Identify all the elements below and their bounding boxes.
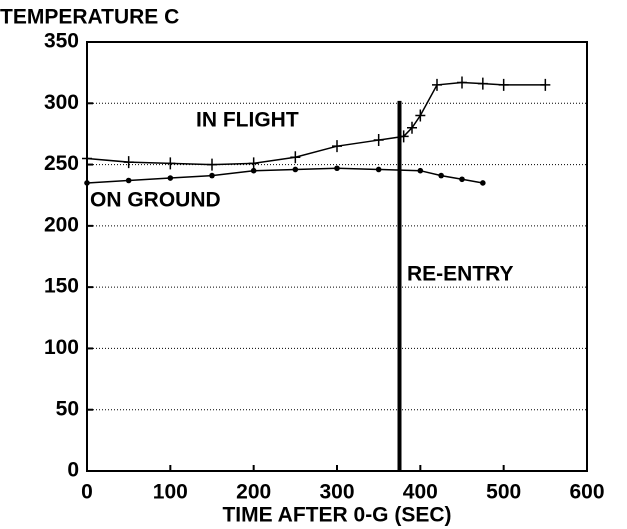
x-tick-label: 600 [569,481,604,504]
point [248,157,259,170]
point [207,158,217,171]
point [432,78,442,91]
point [165,157,176,170]
point [459,176,465,183]
point [438,172,444,179]
point [209,172,215,179]
plot-frame [86,41,588,472]
y-tick-label: 50 [56,397,79,420]
point [84,180,90,186]
x-axis-label: TIME AFTER 0-G (SEC) [222,504,451,527]
annotation: ON GROUND [90,189,221,212]
point [417,167,424,174]
point [167,175,174,181]
x-tick-label: 0 [81,481,93,504]
point [375,166,382,173]
x-tick-label: 500 [486,481,521,504]
annotation: IN FLIGHT [196,109,299,132]
point [334,165,340,172]
annotation: RE-ENTRY [407,263,514,286]
series-line [86,167,483,184]
point [457,76,467,89]
point [125,177,132,184]
y-tick-label: 300 [44,91,79,114]
y-tick-label: 350 [44,30,79,53]
point [398,130,409,143]
y-tick-label: 200 [44,213,79,236]
x-tick-label: 400 [403,481,438,504]
point [373,134,384,147]
point [480,180,486,186]
point [407,121,417,134]
point [415,109,426,122]
x-tick-label: 100 [153,481,188,504]
point [292,166,299,173]
point [477,77,488,90]
point [332,140,342,153]
point [82,152,92,165]
x-tick-label: 300 [319,481,354,504]
x-tick-label: 200 [236,481,271,504]
y-tick-label: 150 [44,275,79,298]
y-tick-label: 100 [44,336,79,359]
chart-title: TEMPERATURE C [0,6,179,29]
point [498,78,509,91]
series-line [86,81,546,166]
y-tick-label: 250 [44,152,79,175]
point [250,167,257,174]
point [540,78,551,91]
point [290,151,301,164]
point [123,156,134,169]
y-tick-label: 0 [67,459,79,482]
